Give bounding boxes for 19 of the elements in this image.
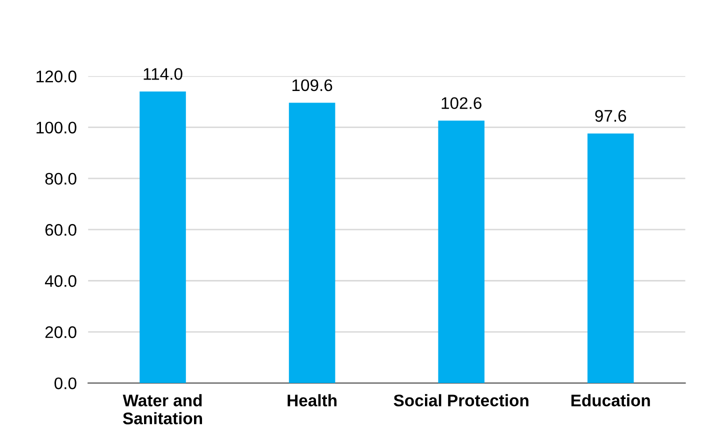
data-label: 97.6	[595, 110, 626, 122]
x-tick-label: Water and Sanitation	[122, 394, 202, 424]
y-tick-label: 120.0	[36, 70, 76, 82]
bar	[438, 120, 484, 384]
bar	[587, 133, 634, 384]
x-tick-label: Health	[288, 394, 336, 406]
data-label: 109.6	[292, 79, 332, 92]
x-tick-label: Social Protection	[394, 394, 528, 406]
y-tick-label: 20.0	[45, 326, 76, 338]
y-tick-label: 100.0	[36, 122, 76, 134]
y-tick-label: 0.0	[54, 377, 76, 390]
data-label: 102.6	[442, 97, 482, 110]
bar	[288, 102, 336, 384]
bar	[140, 92, 186, 384]
x-tick-label: Education	[571, 394, 650, 406]
y-tick-label: 40.0	[44, 275, 76, 287]
y-tick-label: 80.0	[45, 172, 76, 185]
y-tick-label: 60.0	[45, 224, 76, 236]
data-label: 114.0	[144, 68, 182, 80]
